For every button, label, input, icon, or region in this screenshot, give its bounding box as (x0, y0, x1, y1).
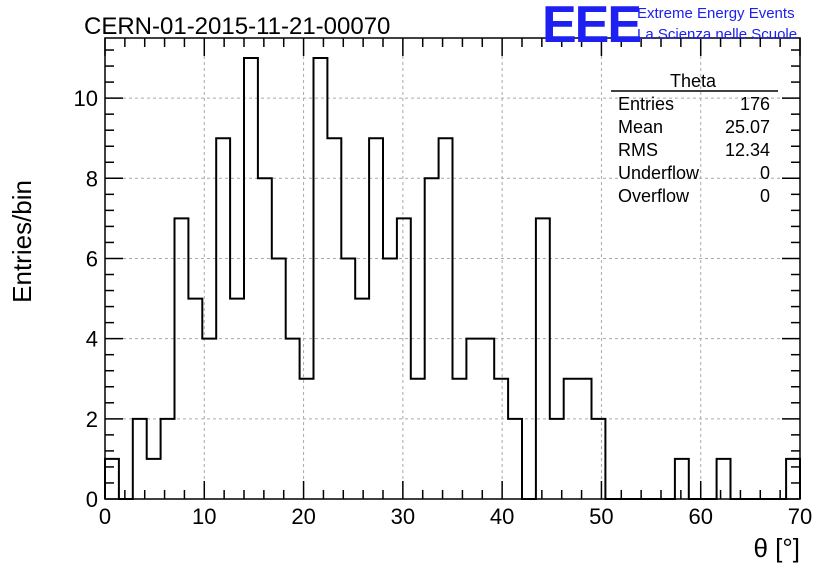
histogram-bin (175, 218, 189, 499)
stats-row-label: Underflow (618, 163, 700, 183)
histogram-bin (675, 459, 689, 499)
stats-row-value: 176 (740, 94, 770, 114)
x-axis-label: θ [°] (753, 533, 800, 563)
histogram-bars (104, 57, 801, 500)
plot-frame (104, 37, 801, 500)
histogram-bin (244, 58, 258, 499)
axis-ticks (104, 38, 801, 500)
stats-box: Theta Entries 176 Mean 25.07 RMS 12.34 Underfl… (611, 71, 778, 206)
histogram-bin (592, 419, 606, 499)
y-tick-label: 8 (86, 166, 98, 191)
y-tick-label: 10 (74, 86, 98, 111)
histogram-bin (397, 218, 411, 499)
histogram-bin (494, 379, 508, 499)
histogram-bin (188, 299, 202, 499)
histogram-bin (480, 339, 494, 499)
y-tick-label: 0 (86, 487, 98, 512)
histogram-bin (327, 138, 341, 499)
histogram-bin (355, 299, 369, 499)
stats-row-value: 25.07 (725, 117, 770, 137)
grid (105, 38, 800, 499)
x-tick-label: 30 (391, 504, 415, 529)
tick-labels: 0 10 20 30 40 50 60 70 0 2 4 6 8 10 (74, 86, 813, 529)
x-tick-label: 60 (688, 504, 712, 529)
stats-title: Theta (670, 71, 717, 91)
x-tick-label: 70 (788, 504, 812, 529)
stats-row-value: 12.34 (725, 140, 770, 160)
histogram-bin (369, 138, 383, 499)
stats-row-value: 0 (760, 186, 770, 206)
histogram-bin (550, 419, 564, 499)
stats-row-label: RMS (618, 140, 658, 160)
histogram-bin (411, 379, 425, 499)
histogram-bin (453, 379, 467, 499)
histogram-bin (161, 419, 175, 499)
x-tick-label: 10 (192, 504, 216, 529)
stats-row-value: 0 (760, 163, 770, 183)
histogram-bin (300, 379, 314, 499)
histogram-bin (536, 218, 550, 499)
histogram-bin (717, 459, 731, 499)
histogram-bin (508, 419, 522, 499)
x-tick-label: 50 (589, 504, 613, 529)
brand-line1: Extreme Energy Events (637, 5, 795, 22)
x-tick-label: 20 (291, 504, 315, 529)
brand-line2: La Scienza nelle Scuole (637, 26, 797, 43)
histogram-bin (216, 138, 230, 499)
x-tick-label: 0 (99, 504, 111, 529)
histogram-bin (564, 379, 578, 499)
y-tick-label: 2 (86, 407, 98, 432)
eee-logo: EEE Extreme Energy Events La Scienza nel… (542, 0, 797, 54)
y-axis-label: Entries/bin (7, 180, 37, 303)
histogram-bin (314, 58, 328, 499)
y-tick-label: 4 (86, 327, 98, 352)
histogram-bin (383, 258, 397, 499)
histogram-bin (230, 299, 244, 499)
stats-row-label: Mean (618, 117, 663, 137)
histogram-bin (786, 459, 800, 499)
histogram-bin (133, 419, 147, 499)
x-tick-label: 40 (490, 504, 514, 529)
histogram-bin (147, 459, 161, 499)
histogram-bin (439, 138, 453, 499)
histogram-bin (341, 258, 355, 499)
stats-row-label: Entries (618, 94, 674, 114)
logo-text: EEE (542, 0, 640, 54)
stats-row-label: Overflow (618, 186, 690, 206)
chart-title: CERN-01-2015-11-21-00070 (84, 13, 390, 40)
y-tick-label: 6 (86, 246, 98, 271)
histogram-outline (104, 57, 801, 500)
histogram-bin (578, 379, 592, 499)
histogram-bin (272, 258, 286, 499)
histogram-bin (105, 459, 119, 499)
